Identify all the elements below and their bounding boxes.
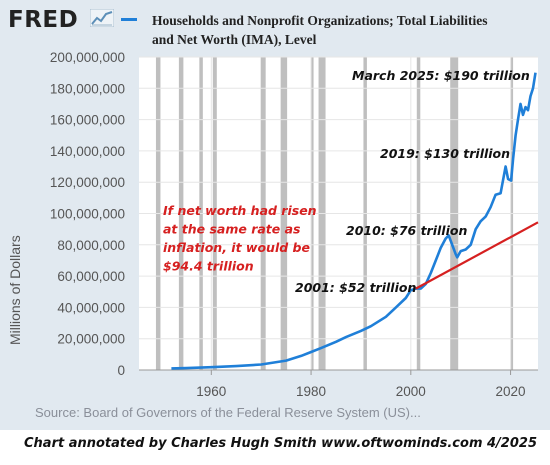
inflation-trend-line <box>415 221 539 290</box>
annotation-label: 2019: $130 trillion <box>380 146 510 161</box>
annotation-credit: Chart annotated by Charles Hugh Smith ww… <box>24 436 537 451</box>
y-tick-label: 0 <box>117 363 125 378</box>
y-tick-label: 180,000,000 <box>50 81 125 96</box>
annotation-label: 2010: $76 trillion <box>346 223 467 238</box>
y-tick-label: 100,000,000 <box>50 207 125 222</box>
annotation-label: 2001: $52 trillion <box>295 280 416 295</box>
x-tick-label: 1980 <box>296 384 326 399</box>
y-tick-label: 40,000,000 <box>57 300 125 315</box>
y-tick-label: 120,000,000 <box>50 175 125 190</box>
legend-swatch <box>121 18 137 21</box>
y-axis-title: Millions of Dollars <box>7 235 23 345</box>
x-tick-label: 1960 <box>196 384 226 399</box>
y-tick-label: 160,000,000 <box>50 113 125 128</box>
x-tick-label: 2020 <box>496 384 526 399</box>
annotation-label: March 2025: $190 trillion <box>352 68 530 83</box>
line-graph-icon <box>90 9 114 27</box>
y-tick-label: 200,000,000 <box>50 50 125 65</box>
y-tick-label: 80,000,000 <box>57 238 125 253</box>
inflation-note-line: $94.4 trillion <box>163 259 254 274</box>
x-tick-label: 2000 <box>396 384 426 399</box>
line-chart: 0 20,000,000 40,000,000 60,000,000 80,000,00… <box>50 50 539 399</box>
inflation-note-line: at the same rate as <box>163 222 300 237</box>
legend-series-title: Households and Nonprofit Organizations; … <box>152 13 488 47</box>
fred-logo: FRED <box>8 7 79 33</box>
inflation-note-line: If net worth had risen <box>163 203 317 218</box>
y-tick-label: 60,000,000 <box>57 269 125 284</box>
series-line-net-worth <box>171 72 537 370</box>
y-tick-label: 20,000,000 <box>57 332 125 347</box>
inflation-note-line: inflation, it would be <box>163 240 310 255</box>
source-note: Source: Board of Governors of the Federa… <box>35 405 421 420</box>
y-tick-label: 140,000,000 <box>50 144 125 159</box>
